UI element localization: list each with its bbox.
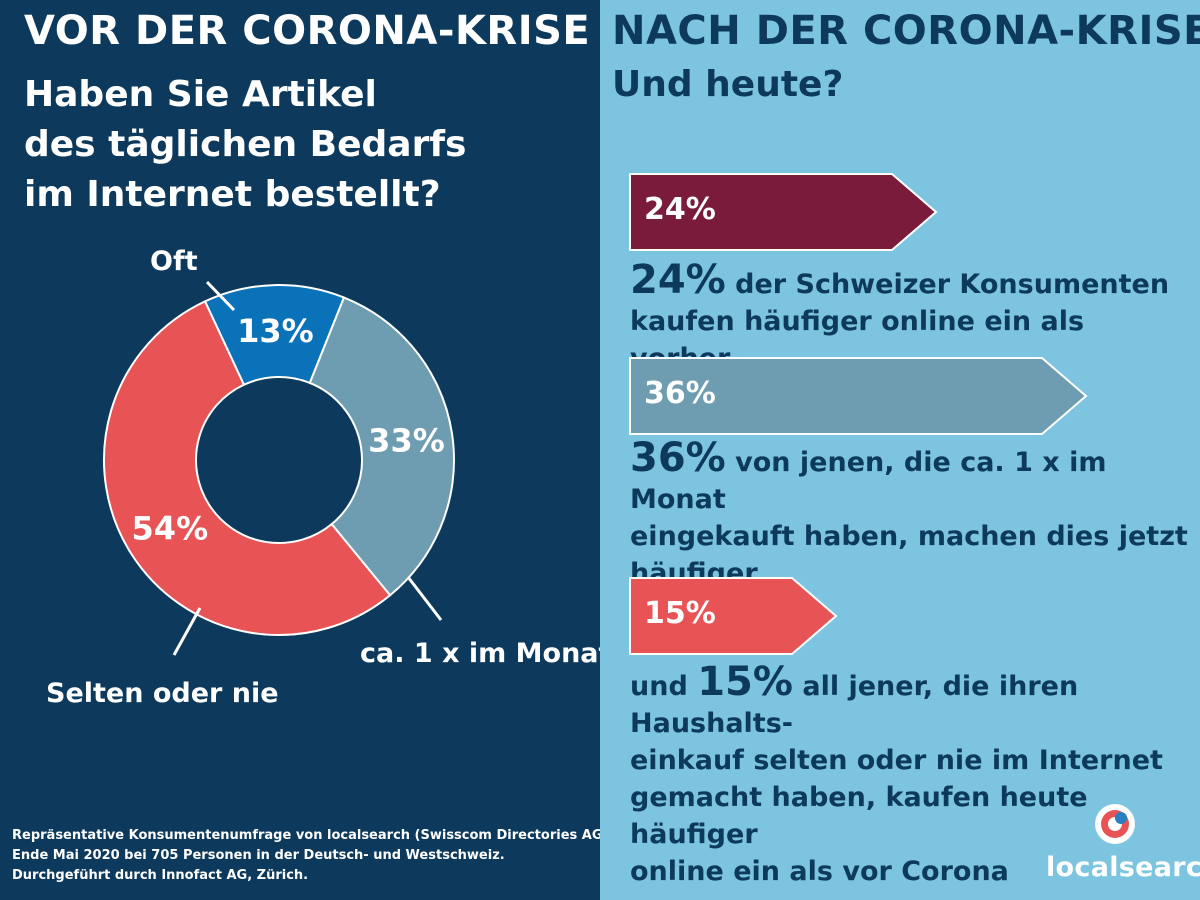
stat-text-line: online ein als vor Corona — [630, 856, 1009, 887]
stat-highlight: 15% — [697, 659, 793, 705]
logo-mark-icon — [1095, 804, 1135, 844]
leader-line — [406, 576, 443, 621]
logo-wordmark: localsearch — [1046, 852, 1200, 883]
arrow-shape — [629, 173, 938, 251]
category-label: Selten oder nie — [46, 678, 279, 709]
arrow-badge-24: 24% — [628, 172, 938, 252]
stat-text-line: gemacht haben, kaufen heute häufiger — [630, 782, 1088, 850]
right-panel: NACH DER CORONA-KRISE Und heute? 24% 24%… — [600, 0, 1200, 900]
left-panel: VOR DER CORONA-KRISE Haben Sie Artikel d… — [0, 0, 600, 900]
category-label: Oft — [150, 246, 198, 277]
right-subtitle: Und heute? — [612, 64, 844, 105]
arrow-shape — [629, 577, 838, 655]
stat-description-2: 36% von jenen, die ca. 1 x im Monat eing… — [630, 438, 1190, 592]
leader-line — [205, 280, 236, 312]
survey-footnote: Repräsentative Konsumentenumfrage von lo… — [12, 826, 608, 886]
stat-text-line: einkauf selten oder nie im Internet — [630, 745, 1163, 776]
leader-line — [172, 607, 202, 656]
localsearch-logo: localsearch — [1040, 800, 1200, 890]
arrow-badge-label: 15% — [644, 596, 716, 631]
arrow-badge-label: 36% — [644, 376, 716, 411]
slice-value-label: 33% — [368, 421, 445, 459]
footnote-line: Ende Mai 2020 bei 705 Personen in der De… — [12, 848, 505, 863]
stat-prefix: und — [630, 671, 688, 702]
stat-highlight: 24% — [630, 257, 726, 303]
stat-description-3: und 15% all jener, die ihren Haushalts- … — [630, 662, 1190, 890]
arrow-badge-label: 24% — [644, 192, 716, 227]
stat-text-line: eingekauft haben, machen dies jetzt — [630, 521, 1188, 552]
arrow-shape — [629, 357, 1088, 435]
donut-chart: 13% Oft 33% ca. 1 x im Monat 54% Selten oder … — [46, 246, 600, 709]
arrow-fill — [629, 577, 838, 655]
question-line: des täglichen Bedarfs — [24, 124, 467, 165]
footnote-line: Repräsentative Konsumentenumfrage von lo… — [12, 828, 609, 843]
slice-value-label: 54% — [132, 510, 209, 548]
stat-text-line: all jener, die ihren Haushalts- — [630, 671, 1079, 739]
donut-slice-selten-oder-nie — [103, 300, 392, 636]
left-title: VOR DER CORONA-KRISE — [24, 8, 591, 54]
survey-question: Haben Sie Artikel des täglichen Bedarfs … — [24, 70, 564, 220]
arrow-fill — [629, 173, 938, 251]
stat-text-line: von jenen, die ca. 1 x im Monat — [630, 447, 1107, 515]
donut-slice-ca-1-x-im-monat — [308, 296, 455, 597]
stat-highlight: 36% — [630, 435, 726, 481]
slice-value-label: 13% — [237, 312, 314, 350]
arrow-fill — [629, 357, 1088, 435]
question-line: im Internet bestellt? — [24, 174, 441, 215]
stat-text-line: der Schweizer Konsumenten — [735, 269, 1170, 300]
arrow-badge-15: 15% — [628, 576, 838, 656]
category-label: ca. 1 x im Monat — [360, 638, 600, 669]
arrow-badge-36: 36% — [628, 356, 1088, 436]
footnote-line: Durchgeführt durch Innofact AG, Zürich. — [12, 868, 309, 883]
right-title: NACH DER CORONA-KRISE — [612, 8, 1200, 54]
question-line: Haben Sie Artikel — [24, 74, 377, 115]
